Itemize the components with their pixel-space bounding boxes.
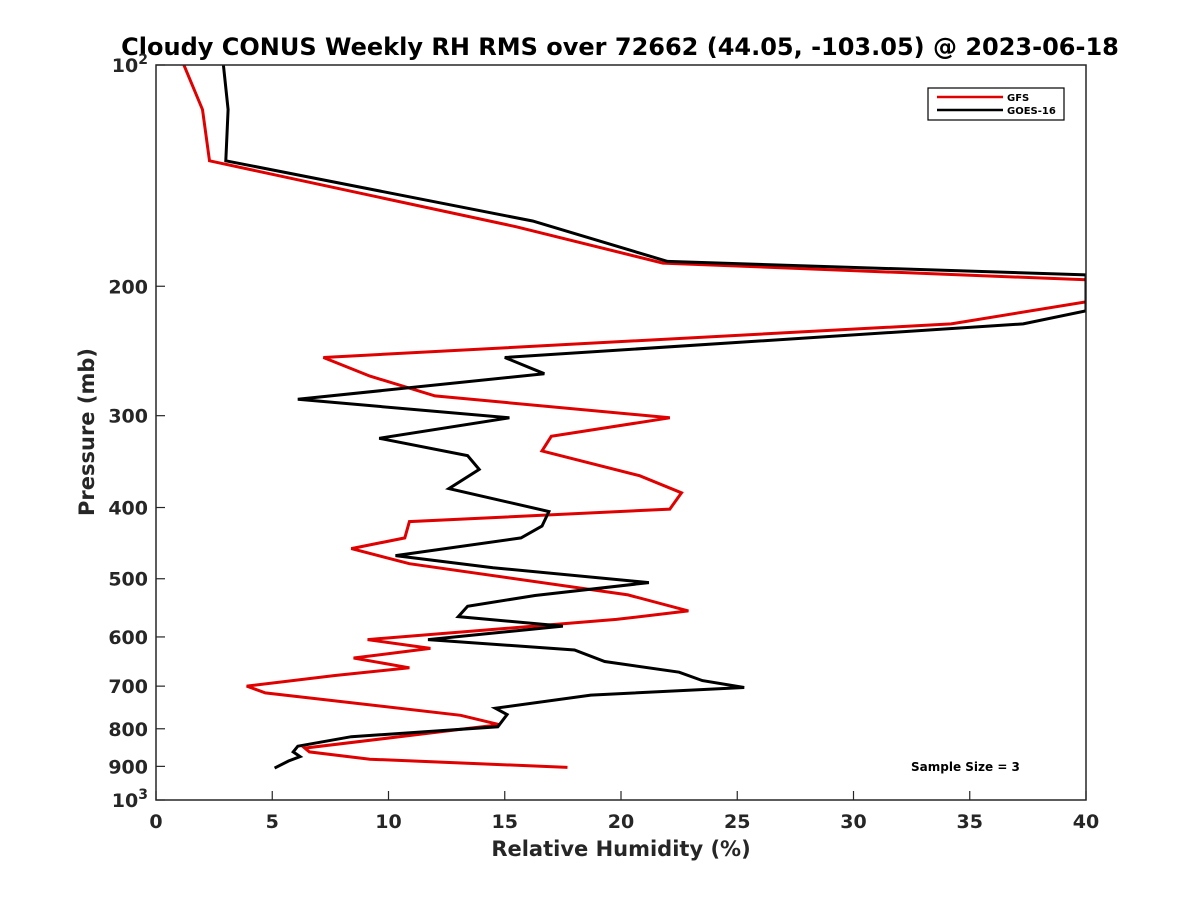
y-axis-ticks: 102 200 300 400 500 600 700 800 900 103: [108, 52, 165, 812]
y-tick-label: 200: [108, 276, 148, 298]
x-axis-ticks: 0 5 10 15 20 25 30 35 40: [149, 791, 1099, 833]
x-tick-label: 5: [266, 811, 279, 833]
y-axis-label: Pressure (mb): [75, 348, 99, 516]
x-tick-label: 0: [149, 811, 162, 833]
x-tick-label: 10: [375, 811, 401, 833]
y-tick-label: 900: [108, 756, 148, 778]
legend-box: [927, 87, 1065, 121]
legend-label-gfs: GFS: [1007, 93, 1029, 104]
x-tick-label: 15: [492, 811, 518, 833]
x-tick-label: 30: [840, 811, 866, 833]
sample-size-annotation: Sample Size = 3: [911, 760, 1020, 774]
y-tick-label: 102: [112, 52, 148, 77]
x-tick-label: 25: [724, 811, 750, 833]
y-tick-label: 800: [108, 719, 148, 741]
y-tick-label: 300: [108, 406, 148, 428]
x-tick-label: 20: [608, 811, 634, 833]
y-tick-label: 400: [108, 498, 148, 520]
x-axis-label: Relative Humidity (%): [491, 837, 750, 861]
chart-title: Cloudy CONUS Weekly RH RMS over 72662 (4…: [121, 33, 1119, 61]
y-tick-label: 600: [108, 627, 148, 649]
series-line-gfs: [182, 65, 1086, 769]
series-layer: [182, 65, 1086, 770]
legend: GFS GOES-16: [927, 87, 1065, 121]
y-tick-label: 700: [108, 676, 148, 698]
x-tick-label: 35: [957, 811, 983, 833]
y-tick-label: 500: [108, 569, 148, 591]
x-tick-label: 40: [1073, 811, 1099, 833]
y-tick-label: 103: [112, 787, 148, 812]
series-line-goes16: [221, 65, 1086, 770]
legend-label-goes16: GOES-16: [1007, 106, 1056, 117]
